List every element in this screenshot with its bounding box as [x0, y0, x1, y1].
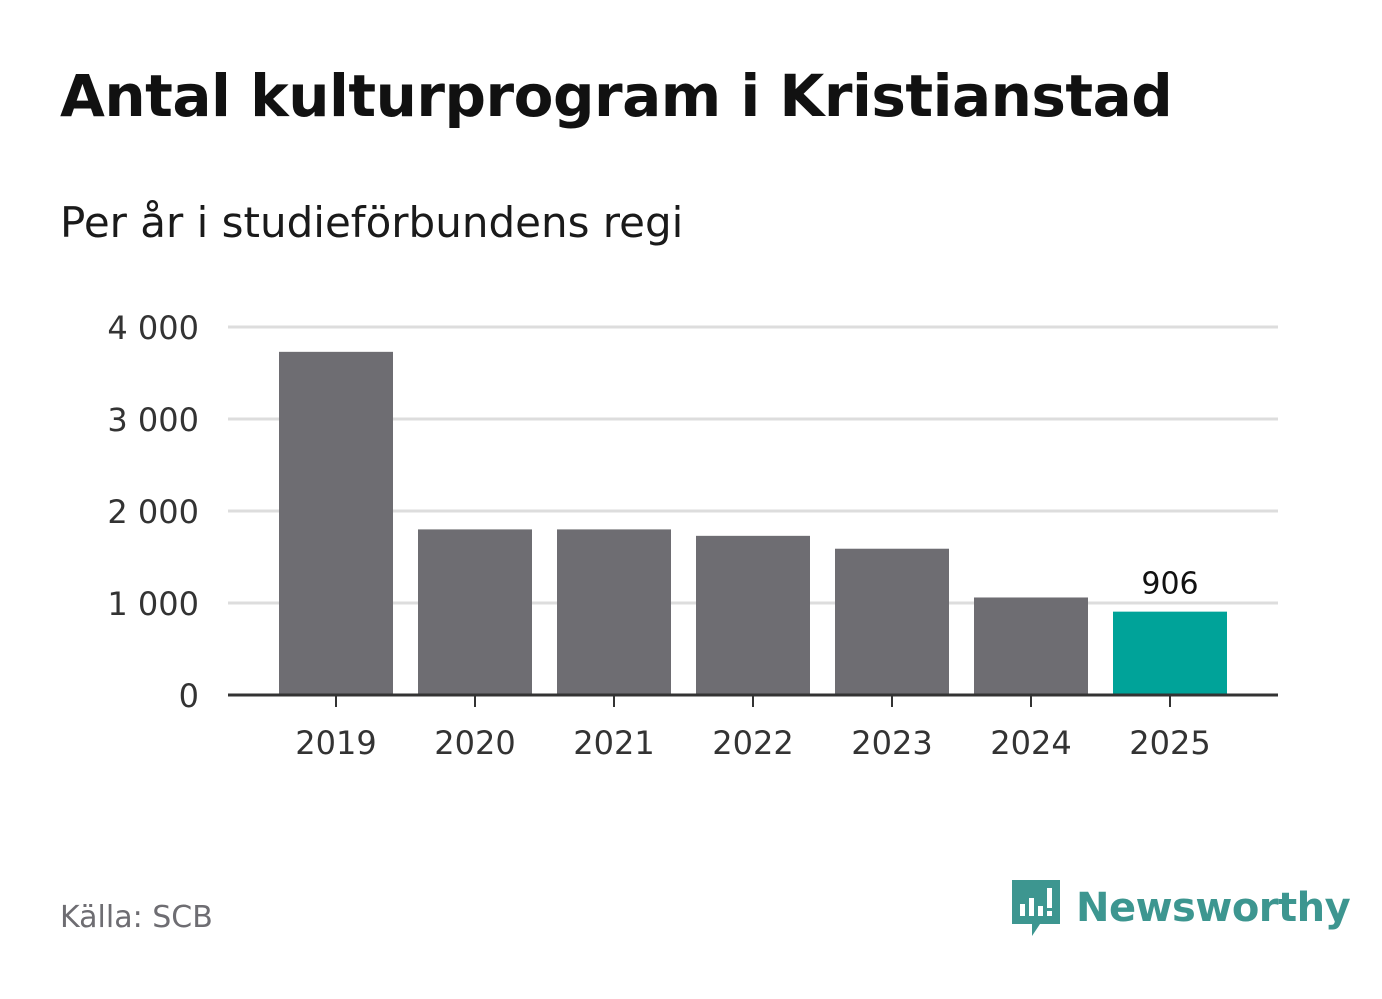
bar-2025: [1113, 611, 1227, 695]
x-tick-label: 2025: [1129, 724, 1210, 762]
x-tick-label: 2024: [990, 724, 1071, 762]
y-tick-label: 1 000: [107, 585, 199, 623]
y-tick-label: 0: [179, 677, 199, 715]
x-tick-label: 2020: [434, 724, 515, 762]
bar-2022: [696, 535, 810, 695]
bars: [279, 351, 1227, 695]
x-tick-label: 2019: [295, 724, 376, 762]
y-tick-label: 3 000: [107, 401, 199, 439]
bar-chart: 0 1 000 2 000 3 000 4 000 2019 2020 2021 2022 202…: [107, 309, 1278, 762]
brand-logo: Newsworthy: [1010, 878, 1351, 938]
chart-subtitle: Per år i studieförbundens regi: [60, 198, 684, 247]
bar-2019: [279, 351, 393, 695]
y-tick-label: 2 000: [107, 493, 199, 531]
data-label: 906: [1141, 567, 1198, 602]
axes: [228, 693, 1278, 707]
bar-2024: [974, 597, 1088, 695]
chart-title: Antal kulturprogram i Kristianstad: [60, 62, 1173, 130]
x-tick-label: 2023: [851, 724, 932, 762]
brand-name: Newsworthy: [1076, 885, 1351, 931]
source-note: Källa: SCB: [60, 900, 213, 935]
bar-2020: [418, 529, 532, 695]
newsworthy-logo-icon: [1012, 880, 1060, 936]
y-tick-label: 4 000: [107, 309, 199, 347]
labels: 0 1 000 2 000 3 000 4 000 2019 2020 2021 2022 202…: [107, 309, 1210, 762]
bar-2021: [557, 529, 671, 695]
x-tick-label: 2022: [712, 724, 793, 762]
bar-2023: [835, 548, 949, 695]
x-tick-label: 2021: [573, 724, 654, 762]
